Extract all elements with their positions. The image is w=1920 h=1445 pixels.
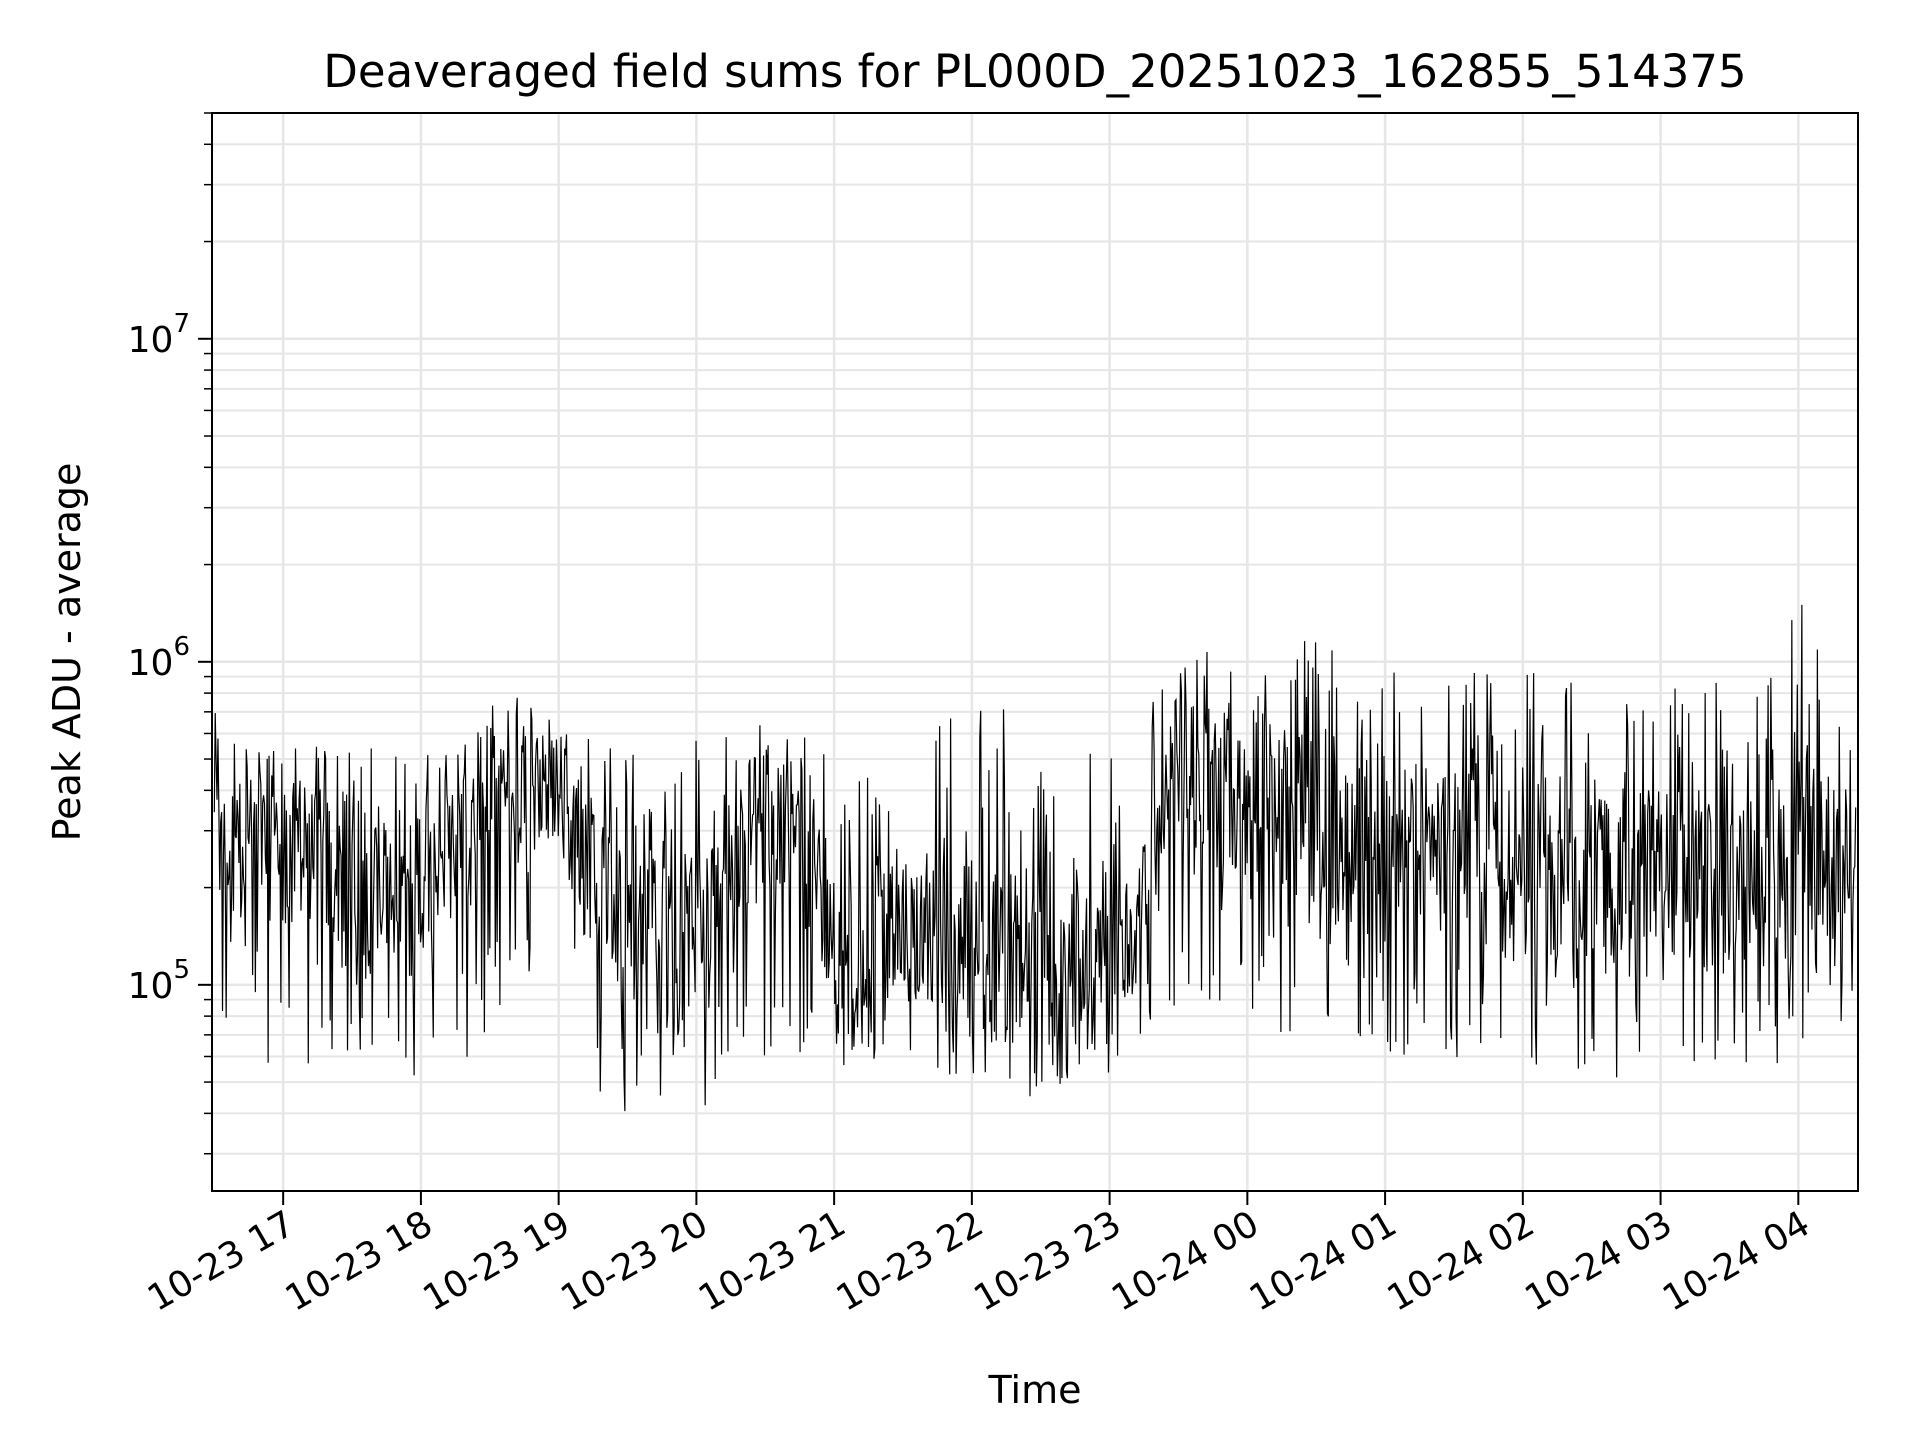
plot-frame	[211, 112, 1859, 1192]
y-tick-label: 105	[128, 955, 190, 1007]
series-line-group	[213, 604, 1857, 1112]
chart-title: Deaveraged field sums for PL000D_2025102…	[323, 45, 1746, 98]
y-tick-label: 106	[128, 632, 190, 684]
series-line	[213, 604, 1857, 1112]
x-axis-label: Time	[988, 1368, 1082, 1412]
y-tick-label: 107	[128, 309, 190, 361]
y-axis-label: Peak ADU - average	[45, 463, 89, 842]
